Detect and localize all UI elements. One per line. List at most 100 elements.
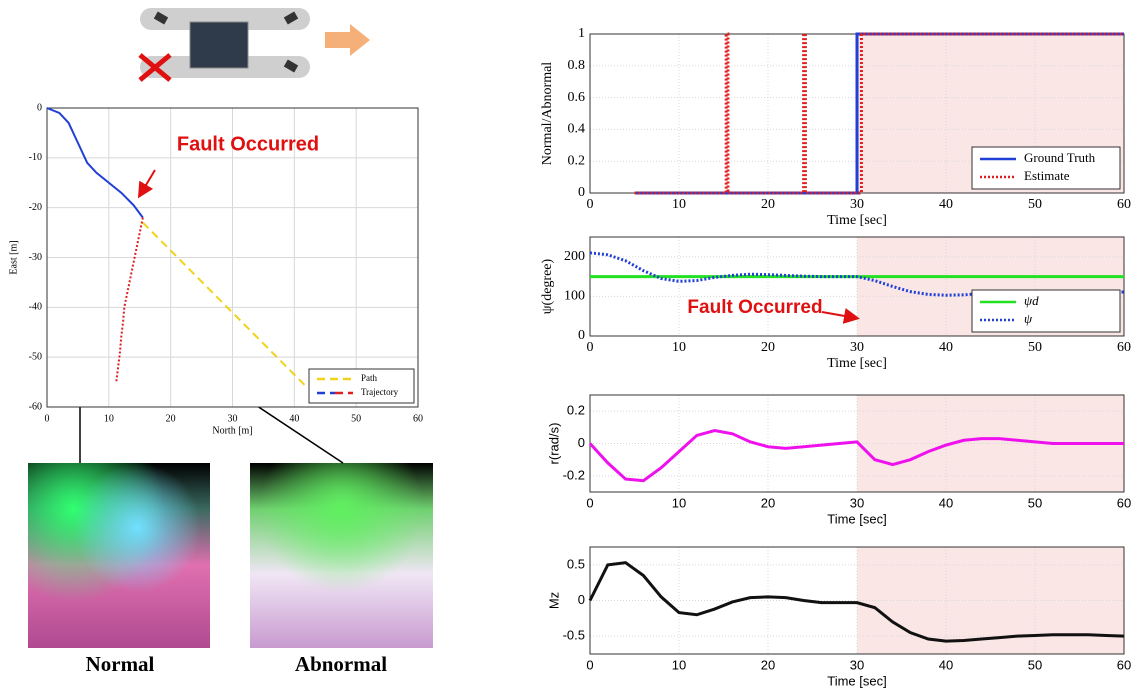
y-axis-label: Mz [546,592,561,609]
image-normal [28,463,210,648]
x-tick-label: 30 [850,340,864,355]
x-tick-label: 10 [104,413,114,424]
legend-label: Estimate [1024,168,1070,183]
legend-box [971,146,1121,190]
y-tick-label: 1 [578,26,585,41]
x-axis-label: Time [sec] [827,356,887,371]
y-tick-label: 0.2 [568,153,586,168]
x-tick-label: 30 [228,413,238,424]
y-tick-label: 0 [578,435,585,450]
x-tick-label: 10 [672,340,686,355]
chart: 0 10 20 30 40 50 60 0 100 200 Time [sec] ψ(degree) ψ… [540,236,1131,371]
x-tick-label: 50 [1028,340,1042,355]
annotation: Fault Occurred [177,133,319,155]
x-tick-label: 40 [939,657,953,672]
y-axis-label: Normal/Abnormal [540,62,555,166]
y-tick-label: -50 [29,351,42,362]
annotation-arrow [137,169,156,199]
axes-frame [589,236,1125,337]
x-tick-label: 10 [672,657,686,672]
image-abnormal [250,463,433,648]
y-tick-label: 0.4 [568,122,586,137]
x-tick-label: 0 [587,197,594,212]
legend-box [971,289,1121,333]
y-tick-label: 0.5 [567,556,585,571]
x-tick-label: 30 [850,657,864,672]
legend-label: Path [361,373,378,383]
x-tick-label: 10 [672,495,686,510]
y-tick-label: 0 [578,328,585,343]
x-tick-label: 0 [587,340,594,355]
legend-box [308,368,415,404]
y-tick-label: -40 [29,302,42,313]
chart: 0 10 20 30 40 50 60 0 0.2 0.4 0.6 0.8 1 Time [sec] Nor… [540,26,1131,228]
x-tick-label: 0 [586,657,593,672]
annotation-arrow [821,308,860,324]
series-line [588,429,1124,483]
y-tick-label: -60 [29,401,42,412]
y-tick-label: -10 [29,152,42,163]
image-label: Abnormal [295,652,387,676]
x-tick-label: 50 [1028,197,1042,212]
legend-label: ψd [1024,293,1039,308]
x-tick-label: 30 [850,495,864,510]
y-axis-label: ψ(degree) [540,258,555,314]
axes-frame [46,107,419,408]
x-axis-label: North [m] [212,425,252,436]
x-tick-label: 20 [761,495,775,510]
legend-label: Ground Truth [1024,150,1096,165]
x-tick-label: 60 [1117,197,1131,212]
y-tick-label: 0 [37,102,42,113]
x-tick-label: 40 [939,495,953,510]
x-axis-label: Time [sec] [827,673,886,688]
y-tick-label: 100 [564,289,585,304]
y-tick-label: -0.2 [563,467,585,482]
y-tick-label: 200 [564,249,585,264]
x-tick-label: 60 [413,413,423,424]
x-tick-label: 20 [761,340,775,355]
x-tick-label: 40 [289,413,299,424]
x-tick-label: 60 [1117,495,1131,510]
annotation: Fault Occurred [687,297,822,318]
y-tick-label: -0.5 [563,628,585,643]
x-tick-label: 20 [761,657,775,672]
x-tick-label: 0 [586,495,593,510]
x-tick-label: 40 [939,340,953,355]
x-tick-label: 20 [166,413,176,424]
legend: Ground Truth Estimate [971,146,1121,190]
y-axis-label: r(rad/s) [546,423,561,465]
x-tick-label: 60 [1117,657,1131,672]
legend-label: Trajectory [361,387,399,397]
x-tick-label: 50 [1028,495,1042,510]
x-tick-label: 0 [45,413,50,424]
x-tick-label: 60 [1117,340,1131,355]
y-axis-label: East [m] [8,240,19,274]
y-tick-label: 0.2 [567,403,585,418]
legend: ψd ψ [971,289,1121,333]
legend-label: ψ [1024,311,1033,326]
y-tick-label: 0 [578,592,585,607]
image-label: Normal [86,652,155,676]
boat-icon [138,8,370,82]
x-axis-label: Time [sec] [827,511,886,526]
y-tick-label: -30 [29,252,42,263]
y-tick-label: 0.6 [568,90,586,105]
series-line [588,561,1125,643]
series-line [634,32,1124,195]
x-tick-label: 50 [1028,657,1042,672]
y-tick-label: 0.8 [568,58,586,73]
legend: Path Trajectory [308,368,415,404]
x-axis-label: Time [sec] [827,213,887,228]
x-tick-label: 10 [672,197,686,212]
x-tick-label: 30 [850,197,864,212]
y-tick-label: -20 [29,202,42,213]
x-tick-label: 50 [351,413,361,424]
x-tick-label: 20 [761,197,775,212]
chart: 0 10 20 30 40 50 60 -60 -50 -40 -30 -20 -10 0 North [m… [8,102,423,436]
y-tick-label: 0 [578,185,585,200]
x-tick-label: 40 [939,197,953,212]
series-line [46,107,144,219]
